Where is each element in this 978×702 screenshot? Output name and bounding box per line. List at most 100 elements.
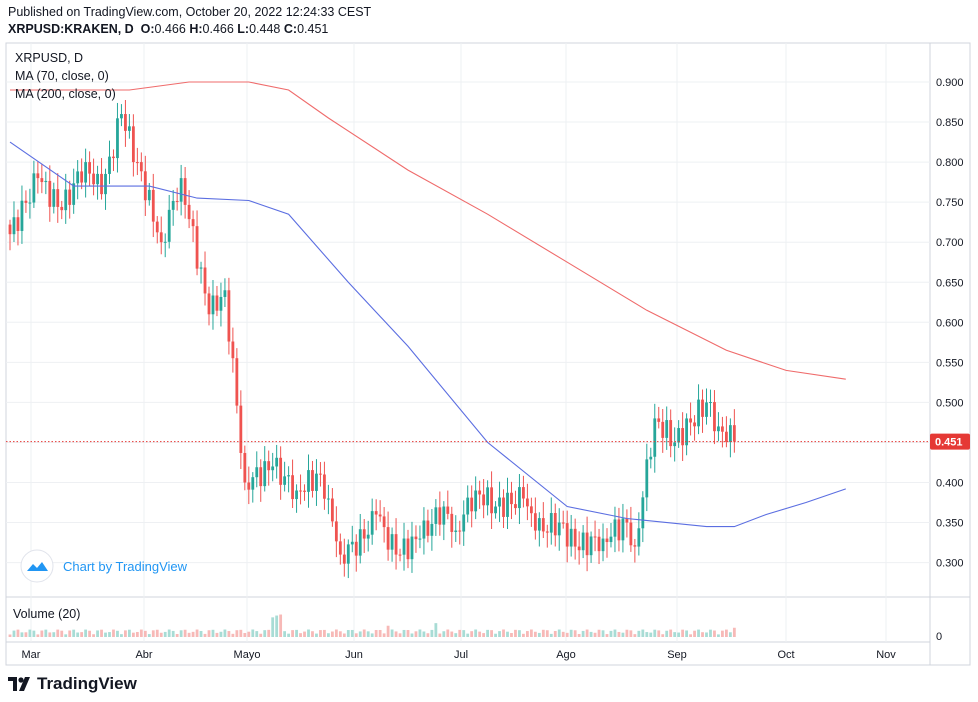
candle-body (315, 473, 318, 491)
candle-body (92, 173, 95, 185)
time-tick-label: Mar (22, 649, 41, 661)
volume-bar (362, 629, 366, 637)
candle-body (211, 295, 215, 315)
candle-body (139, 162, 143, 172)
volume-bar (279, 614, 283, 637)
candle-body (32, 173, 36, 203)
candle-body (275, 457, 279, 467)
candle-body (673, 442, 677, 447)
candle-body (577, 546, 581, 551)
candle-body (625, 518, 629, 523)
candle-body (697, 399, 700, 427)
candle-body (665, 420, 669, 438)
tradingview-logo-icon (8, 677, 30, 691)
brand-name: TradingView (37, 674, 137, 693)
candle-body (259, 467, 263, 487)
volume-bar (677, 632, 681, 637)
volume-bar (40, 630, 44, 637)
candle-body (732, 425, 736, 442)
candle-body (430, 523, 434, 536)
volume-bar (243, 632, 247, 637)
candle-body (159, 232, 163, 243)
candle-body (24, 200, 28, 203)
volume-bar (287, 633, 290, 637)
time-tick-label: Sep (667, 649, 687, 661)
volume-bar (486, 629, 489, 637)
candle-body (725, 431, 728, 442)
volume-bar (418, 629, 422, 637)
candle-body (231, 341, 235, 359)
price-axis[interactable]: 0.900 0.850 0.800 0.750 0.700 0.650 0.600 0.550… (930, 77, 970, 643)
volume-bar (637, 630, 641, 637)
volume-bar (482, 633, 486, 637)
candle-body (271, 466, 275, 471)
candle-body (398, 554, 402, 556)
volume-bar (653, 629, 657, 637)
volume-bar (108, 632, 111, 637)
candle-body (291, 475, 294, 500)
volume-bar (96, 630, 99, 637)
candle-body (486, 487, 489, 506)
candle-body (537, 518, 541, 531)
candle-body (613, 519, 617, 537)
volume-bar (100, 629, 103, 637)
volume-bar (522, 633, 525, 637)
volume-bar (609, 630, 613, 637)
volume-bar (529, 629, 533, 637)
candle-body (529, 506, 533, 514)
time-tick-label: Abr (135, 649, 152, 661)
candle-body (470, 497, 474, 512)
candle-body (442, 506, 446, 525)
candle-body (215, 295, 219, 311)
volume-bar (346, 630, 350, 637)
volume-bar (390, 629, 394, 637)
candle-body (533, 513, 537, 531)
volume-bar (135, 631, 139, 637)
volume-bar (490, 630, 493, 637)
moving-averages (6, 81, 930, 528)
volume-bar (697, 629, 700, 637)
volume-bar (693, 630, 696, 637)
volume-bar (374, 630, 378, 637)
tradingview-logo[interactable]: TradingView (8, 674, 137, 694)
volume-bar (709, 629, 712, 637)
volume-bar (231, 633, 235, 637)
volume-bar (597, 629, 601, 637)
volume-bar (311, 631, 314, 637)
volume-bar (713, 630, 716, 637)
volume-bar (446, 629, 450, 637)
volume-bar (187, 632, 191, 637)
volume-bar (8, 634, 12, 637)
candle-body (163, 241, 167, 243)
candle-body (629, 522, 633, 546)
candle-body (366, 534, 370, 539)
candle-body (84, 162, 88, 183)
volume-bars (8, 614, 736, 637)
time-axis[interactable]: Mar Abr Mayo Jun Jul Ago Sep Oct Nov (22, 649, 897, 661)
candle-body (657, 418, 661, 422)
candle-body (179, 178, 183, 202)
volume-bar (338, 631, 342, 637)
volume-bar (689, 634, 692, 637)
volume-bar (685, 630, 688, 637)
candle-body (454, 530, 458, 532)
price-tick-label: 0.650 (936, 277, 964, 289)
volume-bar (84, 629, 88, 637)
volume-bar (649, 632, 653, 637)
volume-bar (406, 630, 410, 637)
candle-body (108, 156, 111, 174)
price-tick-label: 0.900 (936, 77, 964, 89)
candle-body (219, 296, 223, 311)
candle-body (311, 470, 314, 491)
volume-bar (175, 633, 179, 637)
candle-body (203, 267, 207, 294)
volume-bar (319, 630, 322, 637)
volume-bar (179, 630, 183, 637)
volume-bar (426, 633, 430, 637)
volume-bar (255, 631, 259, 637)
candle-body (569, 528, 573, 547)
volume-bar (299, 633, 302, 637)
volume-bar (159, 632, 163, 637)
tradingview-watermark[interactable]: Chart by TradingView (20, 549, 188, 583)
